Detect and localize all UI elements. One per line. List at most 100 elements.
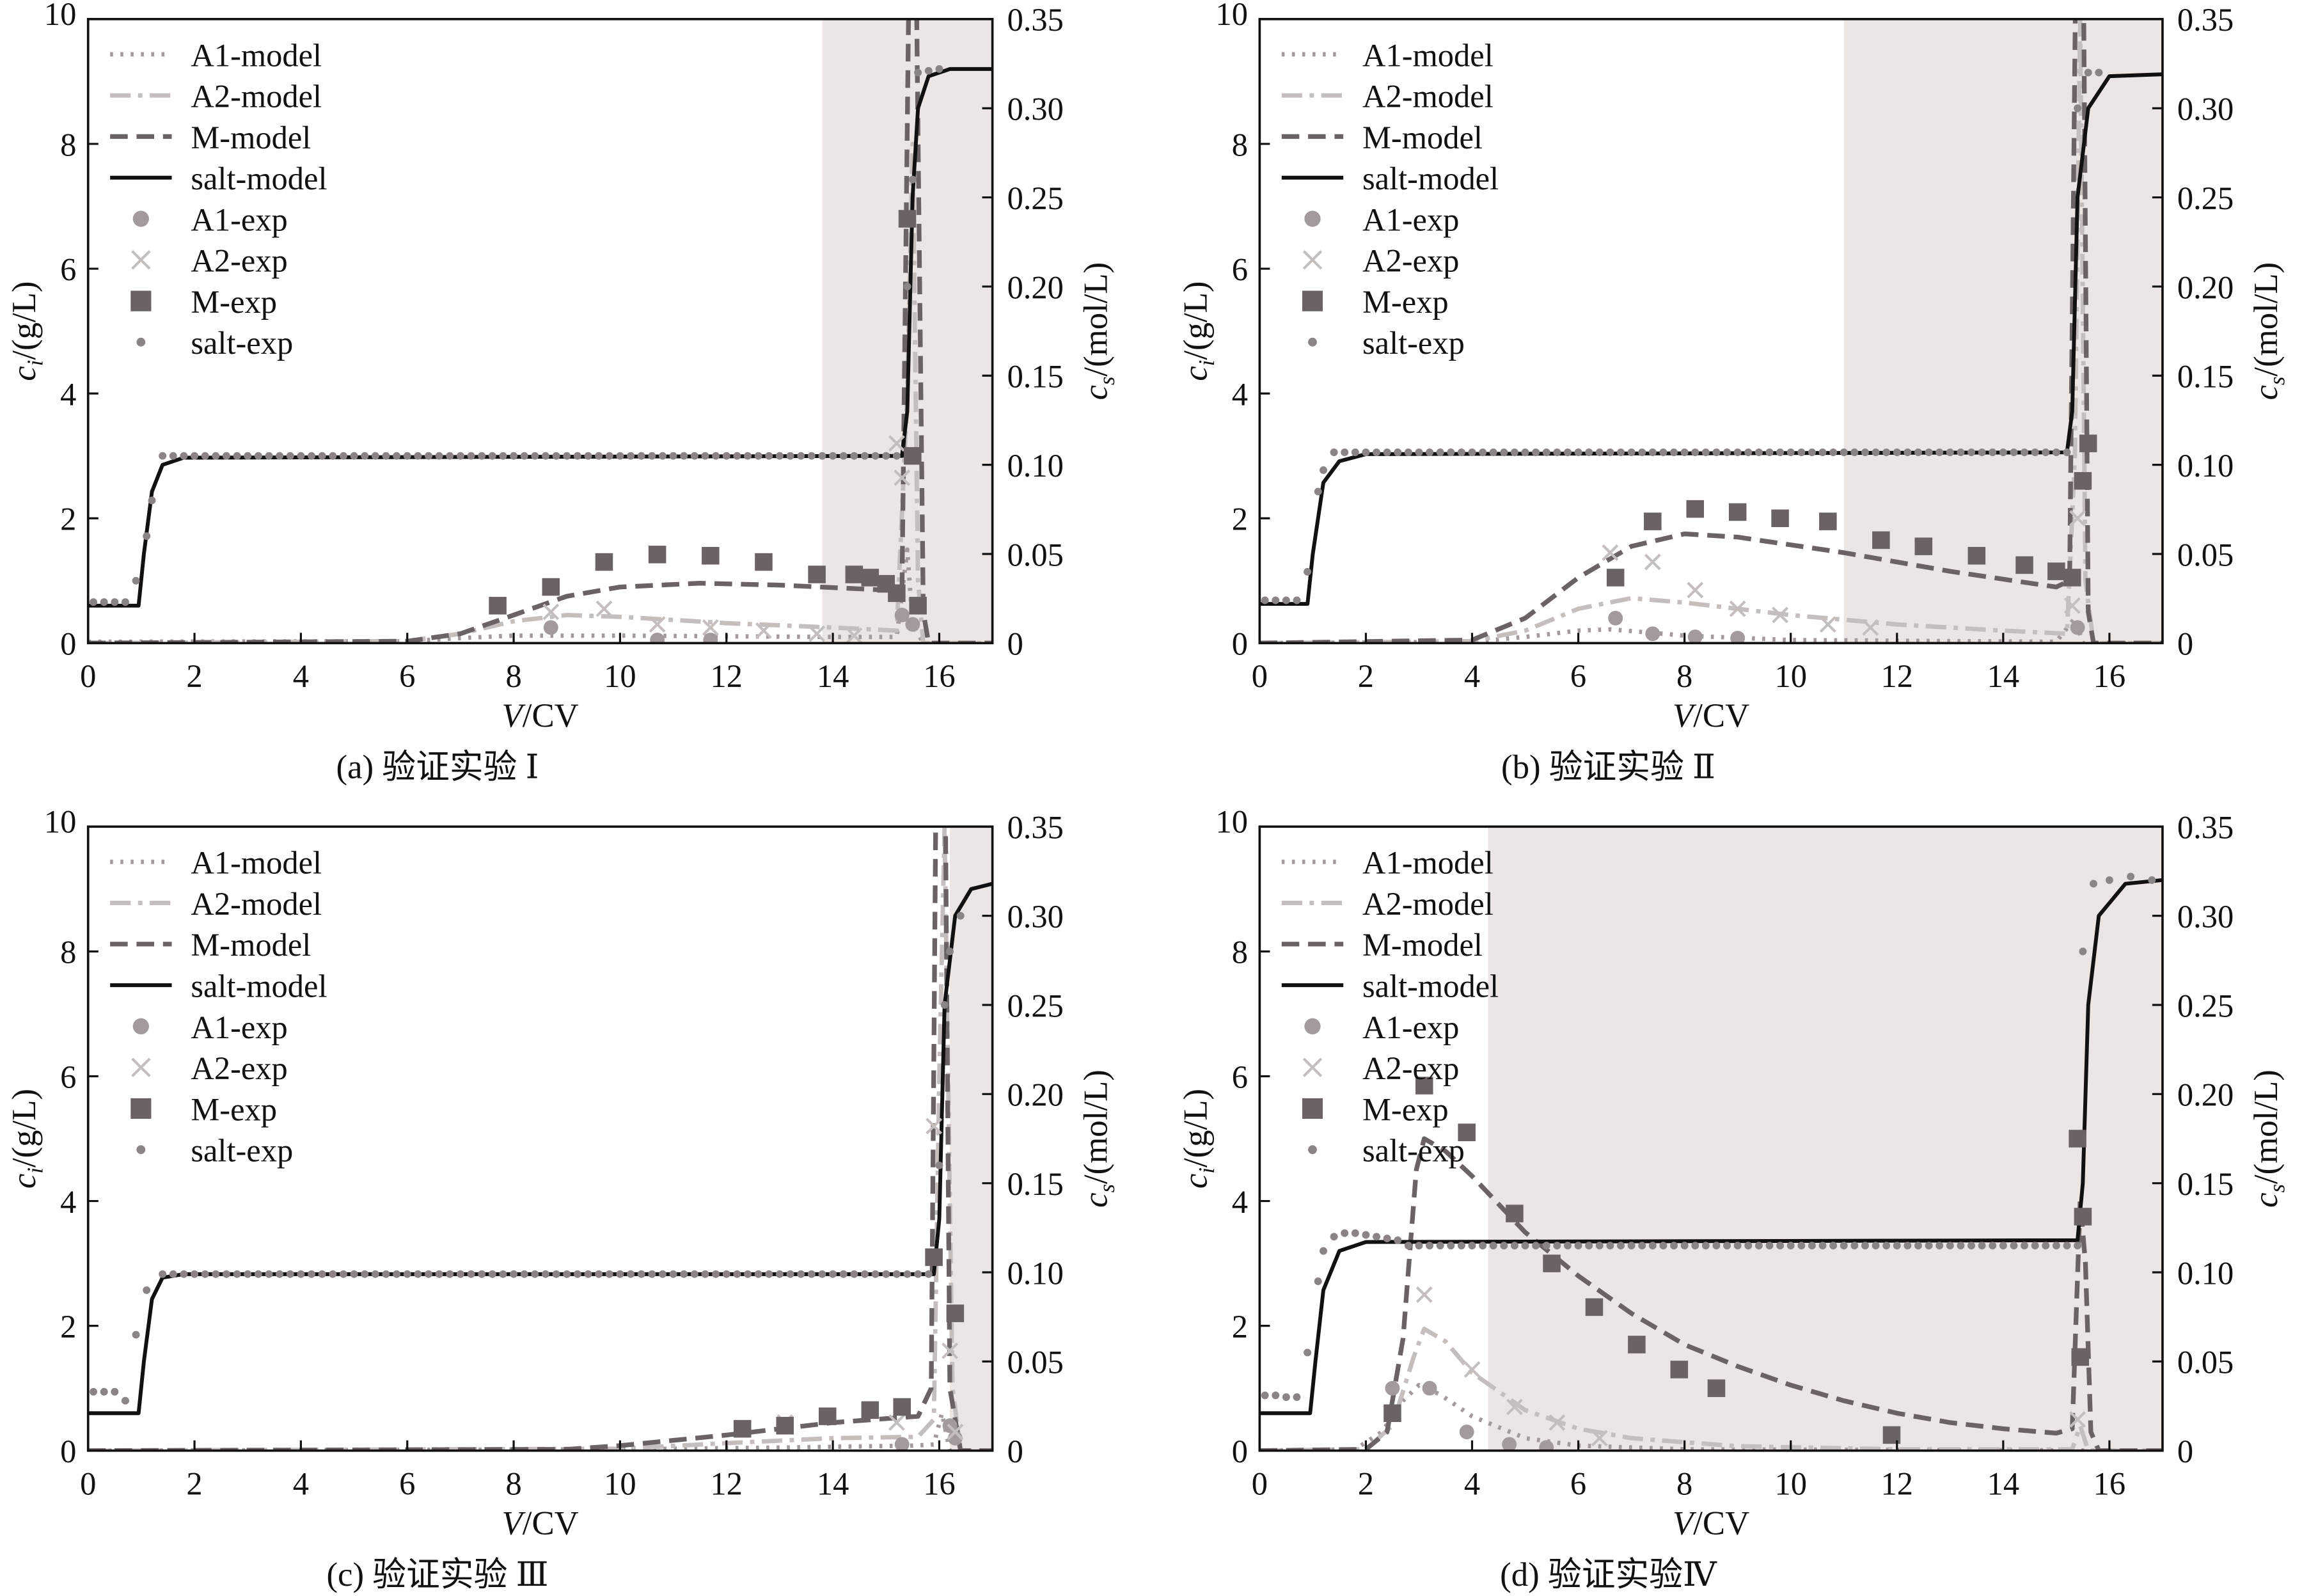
legend-label: M-exp [191,1091,277,1127]
point-salt-exp [1765,1242,1774,1250]
point-salt-exp [924,1270,933,1278]
y-left-tick-label: 8 [1232,935,1248,970]
point-salt-exp [2148,876,2156,884]
point-salt-exp [414,1270,422,1278]
point-salt-exp [1553,448,1561,457]
point-salt-exp [1426,1242,1434,1250]
point-salt-exp [244,452,252,460]
point-salt-exp [1521,1242,1529,1250]
y-right-axis-label-symbol: c [1078,1192,1115,1207]
point-salt-exp [1447,1242,1455,1250]
point-a2-exp [888,1414,905,1431]
point-salt-exp [1754,1242,1763,1250]
point-salt-exp [403,1270,411,1278]
series-a2-model [88,826,993,1451]
y-left-axis-label-unit: /(g/L) [6,281,43,360]
point-salt-exp [361,452,369,460]
legend-label: M-exp [1362,1091,1449,1127]
point-salt-exp [361,1270,369,1278]
y-left-tick-label: 10 [1216,0,1248,32]
point-salt-exp [861,452,869,460]
point-salt-exp [797,1270,805,1278]
plot-frame [1258,18,2164,645]
point-salt-exp [1500,448,1508,457]
legend-label: A2-exp [191,243,287,279]
point-salt-exp [605,1270,613,1278]
point-salt-exp [2090,880,2097,888]
point-m-exp [898,210,917,228]
point-salt-exp [339,1270,347,1278]
y-left-axis-label: ci/(g/L) [1178,1089,1219,1189]
point-m-exp [893,1398,911,1416]
y-left-axis-label-subscript: i [1195,360,1219,367]
point-salt-exp [1585,1242,1593,1250]
point-salt-exp [191,1270,199,1278]
y-left-tick-label: 4 [1232,1184,1248,1220]
point-salt-exp [1617,1242,1625,1250]
x-axis-label-var: V [502,1505,526,1542]
point-salt-exp [616,1270,624,1278]
point-salt-exp [1638,448,1646,457]
point-salt-exp [488,452,496,460]
point-salt-exp [1989,1242,1997,1250]
point-a2-exp [649,616,666,633]
legend-label: A2-exp [1362,243,1459,279]
point-salt-exp [839,452,847,460]
point-salt-exp [1563,448,1572,457]
point-salt-exp [1606,448,1614,457]
legend-label: A2-model [1362,886,1494,922]
point-m-exp [776,1416,794,1435]
point-a2-exp [1687,581,1704,599]
point-m-exp [1458,1123,1476,1142]
point-m-exp [1819,512,1837,530]
y-right-tick-label: 0.10 [2177,448,2234,484]
y-right-tick-label: 0.25 [2177,988,2234,1023]
point-salt-exp [2031,1242,2039,1250]
point-salt-exp [1659,448,1667,457]
point-salt-exp [882,452,890,460]
point-salt-exp [1293,596,1301,604]
y-right-tick-label: 0.05 [2177,1345,2234,1380]
series-m-model [1259,19,2163,644]
point-salt-exp [1521,448,1529,457]
y-right-tick-label: 0 [1007,626,1023,662]
point-salt-exp [2042,1242,2050,1250]
point-salt-exp [318,452,326,460]
y-right-tick-label: 0.20 [2177,269,2234,305]
point-salt-exp [456,1270,464,1278]
point-salt-exp [1829,448,1838,457]
point-salt-exp [148,496,156,505]
point-salt-exp [1404,1242,1412,1250]
point-salt-exp [1850,1242,1859,1250]
point-salt-exp [1261,596,1269,604]
y-right-tick-label: 0.25 [2177,180,2234,216]
point-m-exp [542,578,560,596]
point-salt-exp [254,1270,262,1278]
x-tick-label: 2 [186,1466,202,1502]
point-a2-exp [888,435,905,452]
point-salt-exp [1595,448,1604,457]
point-salt-exp [584,452,592,460]
point-salt-exp [1680,1242,1689,1250]
point-salt-exp [2052,1242,2060,1250]
point-salt-exp [265,452,273,460]
point-salt-exp [143,1286,151,1294]
point-salt-exp [286,452,294,460]
point-salt-exp [1304,1348,1312,1357]
point-salt-exp [1818,1242,1827,1250]
point-salt-exp [100,598,108,606]
point-salt-exp [169,452,177,460]
point-salt-exp [90,598,98,606]
x-tick-label: 0 [1252,658,1268,694]
point-salt-exp [1808,1242,1816,1250]
point-salt-exp [1489,1242,1497,1250]
point-a2-exp [1591,1430,1608,1447]
point-salt-exp [1861,448,1869,457]
legend-marker-a2-exp [131,1057,151,1077]
y-right-axis-label: cs/(mol/L) [2248,1070,2289,1208]
point-salt-exp [254,452,262,460]
point-salt-exp [1479,1242,1487,1250]
point-salt-exp [308,1270,315,1278]
point-m-exp [1628,1336,1646,1354]
point-salt-exp [946,947,954,956]
